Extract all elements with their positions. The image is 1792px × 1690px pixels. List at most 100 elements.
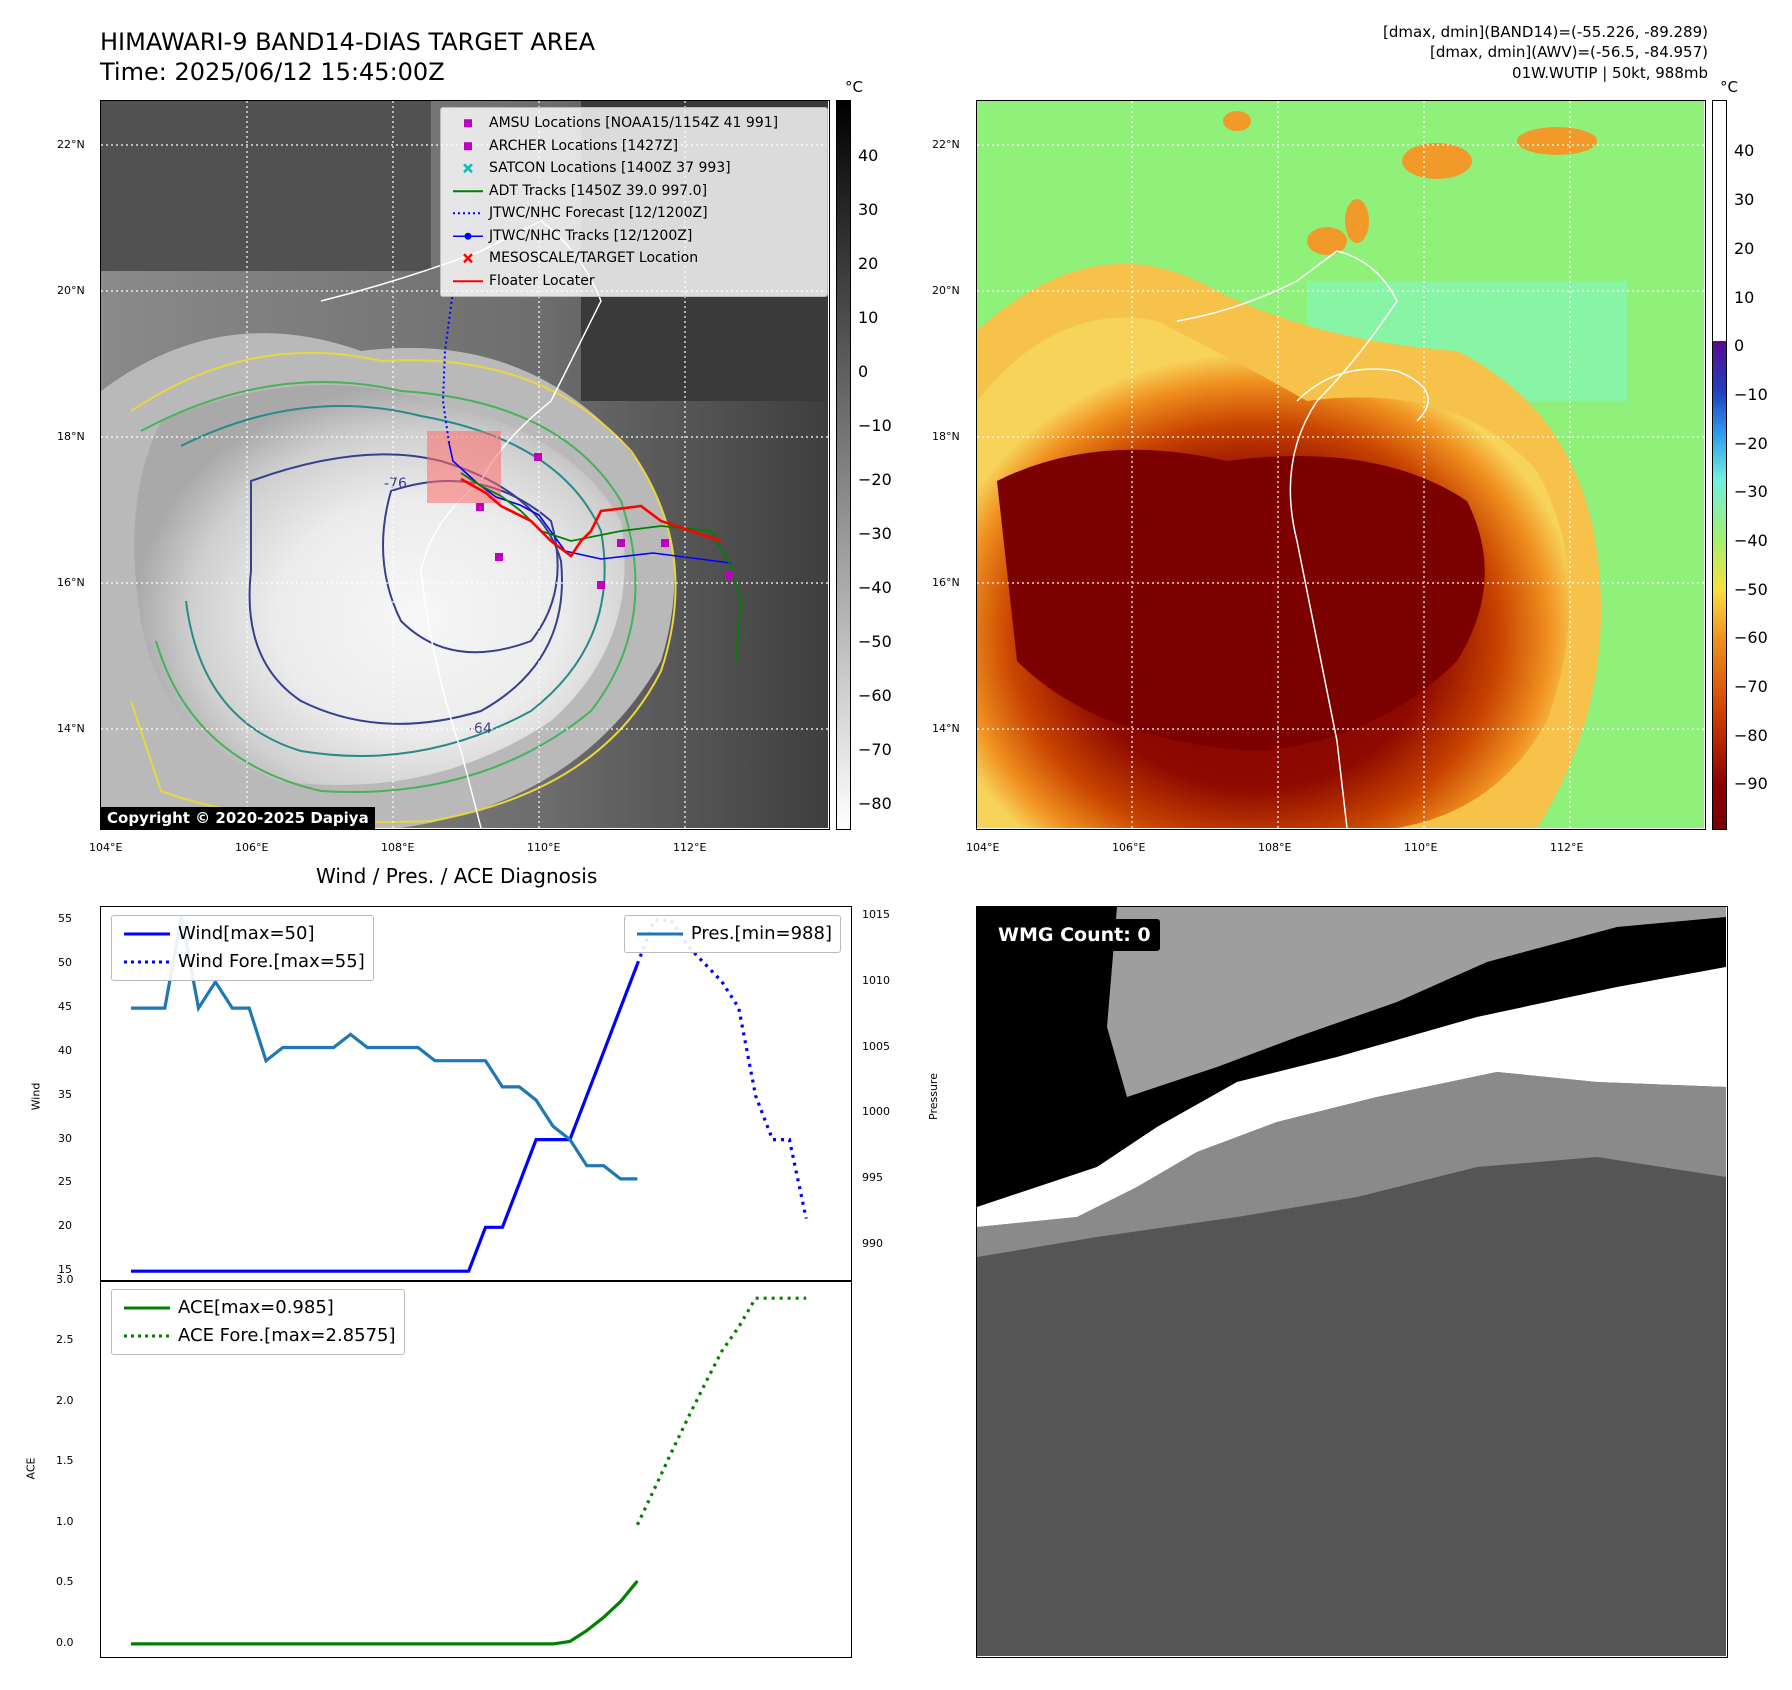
colorbar-left — [836, 100, 851, 830]
wind-y-tick: 15 — [58, 1263, 72, 1277]
lon-label: 108°E — [1258, 841, 1292, 854]
ace-plot — [131, 1296, 807, 1646]
lon-label: 106°E — [235, 841, 269, 854]
pressure-y-tick: 1000 — [862, 1105, 890, 1119]
colorbar-left-tick: −50 — [858, 632, 892, 651]
wind-y-tick: 35 — [58, 1087, 72, 1101]
lat-label: 16°N — [57, 576, 85, 589]
ace-y-tick: 0.5 — [56, 1575, 74, 1589]
colorbar-left-tick: 30 — [858, 200, 879, 219]
colorbar-left-tick: −20 — [858, 470, 892, 489]
lon-label: 110°E — [527, 841, 561, 854]
wind-y-tick: 30 — [58, 1131, 72, 1145]
awv-map-right-image — [977, 101, 1704, 828]
wind-y-tick: 40 — [58, 1043, 72, 1057]
copyright-label: Copyright © 2020-2025 Dapiya — [101, 807, 375, 829]
colorbar-right-tick: −80 — [1734, 726, 1768, 745]
colorbar-right-tick: 20 — [1734, 239, 1755, 258]
ace-y-tick: 3.0 — [56, 1273, 74, 1286]
colorbar-right-tick: 0 — [1734, 336, 1745, 355]
legend-item-target: MESOSCALE/TARGET Location — [449, 247, 819, 270]
series-line-wind — [131, 963, 639, 1273]
pressure-y-tick: 1010 — [862, 973, 890, 987]
lon-label: 112°E — [1550, 841, 1584, 854]
lon-label: 106°E — [1112, 841, 1146, 854]
colorbar-right-tick: −70 — [1734, 677, 1768, 696]
page-timestamp: Time: 2025/06/12 15:45:00Z — [100, 58, 445, 86]
contour-label-64: -64 — [469, 721, 492, 737]
series-line-pressure — [131, 915, 638, 1181]
legend-item-jtwc-forecast: JTWC/NHC Forecast [12/1200Z] — [453, 205, 708, 221]
ace-y-tick: 1.5 — [56, 1454, 74, 1468]
colorbar-left-tick: −60 — [858, 686, 892, 705]
lat-label: 20°N — [932, 284, 960, 297]
legend-item-pressure: Pres.[min=988] — [636, 923, 832, 944]
wind-pressure-chart: Wind[max=50] Wind Fore.[max=55] Pres.[mi… — [100, 906, 852, 1282]
pressure-legend: Pres.[min=988] — [623, 915, 841, 953]
info-storm: 01W.WUTIP | 50kt, 988mb — [1512, 64, 1708, 82]
lon-label: 108°E — [381, 841, 415, 854]
colorbar-right — [1712, 100, 1727, 830]
legend-item-archer: ARCHER Locations [1427Z] — [449, 135, 819, 158]
colorbar-right-tick: −30 — [1734, 482, 1768, 501]
colorbar-left-tick: −80 — [858, 794, 892, 813]
contour-label-76: -76 — [384, 476, 407, 492]
lon-label: 104°E — [89, 841, 123, 854]
jtwc-forecast — [441, 290, 454, 444]
colorbar-right-tick: −50 — [1734, 580, 1768, 599]
colorbar-right-tick: −40 — [1734, 531, 1768, 550]
lat-label: 14°N — [57, 722, 85, 735]
floater-track — [460, 477, 722, 558]
lat-label: 16°N — [932, 576, 960, 589]
lat-label: 22°N — [57, 138, 85, 151]
colorbar-right-tick: 40 — [1734, 141, 1755, 160]
pressure-y-tick: 995 — [862, 1170, 883, 1184]
info-awv: [dmax, dmin](AWV)=(-56.5, -84.957) — [1429, 43, 1708, 61]
wind-y-tick: 50 — [58, 956, 72, 970]
lat-label: 20°N — [57, 284, 85, 297]
ace-chart: ACE[max=0.985] ACE Fore.[max=2.8575] — [100, 1280, 852, 1658]
legend-item-jtwc-tracks: JTWC/NHC Tracks [12/1200Z] — [449, 225, 819, 248]
legend-item-ace: ACE[max=0.985] — [124, 1297, 334, 1318]
lon-label: 110°E — [1404, 841, 1438, 854]
colorbar-left-tick: 0 — [858, 362, 869, 381]
colorbar-left-tick: 10 — [858, 308, 879, 327]
colorbar-left-tick: 40 — [858, 146, 879, 165]
wmg-panel: WMG Count: 0 — [976, 906, 1728, 1658]
wind-axis-label: Wind — [29, 1082, 43, 1111]
lat-label: 22°N — [932, 138, 960, 151]
lat-label: 18°N — [57, 430, 85, 443]
legend-item-wind: Wind[max=50] — [124, 923, 315, 944]
info-band14: [dmax, dmin](BAND14)=(-55.226, -89.289) — [1383, 23, 1708, 41]
legend-item-floater: Floater Locater — [453, 272, 595, 289]
series-line-ace-forecast — [635, 1296, 807, 1526]
colorbar-left-tick: −10 — [858, 416, 892, 435]
ace-axis-label: ACE — [24, 1457, 38, 1480]
colorbar-right-tick: 10 — [1734, 288, 1755, 307]
pressure-axis-label: Pressure — [926, 1073, 940, 1120]
colorbar-right-tick: −90 — [1734, 774, 1768, 793]
pressure-y-tick: 1005 — [862, 1039, 890, 1053]
legend-item-ace-forecast: ACE Fore.[max=2.8575] — [124, 1325, 396, 1346]
legend-item-adt: ADT Tracks [1450Z 39.0 997.0] — [453, 182, 708, 199]
legend-item-wind-forecast: Wind Fore.[max=55] — [124, 951, 365, 972]
chart-title: Wind / Pres. / ACE Diagnosis — [316, 864, 598, 888]
page-title: HIMAWARI-9 BAND14-DIAS TARGET AREA — [100, 28, 596, 56]
ace-y-tick: 0.0 — [56, 1635, 74, 1649]
wmg-count-label: WMG Count: 0 — [989, 919, 1160, 951]
legend-item-amsu: AMSU Locations [NOAA15/1154Z 41 991] — [449, 112, 819, 135]
wind-y-tick: 20 — [58, 1219, 72, 1233]
colorbar-left-tick: −70 — [858, 740, 892, 759]
map-legend: AMSU Locations [NOAA15/1154Z 41 991] ARC… — [440, 107, 828, 297]
colorbar-right-tick: −10 — [1734, 385, 1768, 404]
colorbar-right-tick: 30 — [1734, 190, 1755, 209]
colorbar-right-tick: −20 — [1734, 434, 1768, 453]
colorbar-right-tick: −60 — [1734, 628, 1768, 647]
pressure-y-tick: 990 — [862, 1236, 883, 1250]
ace-y-tick: 1.0 — [56, 1514, 74, 1528]
lon-label: 112°E — [673, 841, 707, 854]
ir-map-left: -76 -64 AMSU Locations [NOAA15/1154Z 41 … — [100, 100, 830, 830]
wind-y-tick: 45 — [58, 999, 72, 1013]
wind-y-tick: 55 — [58, 912, 72, 926]
colorbar-left-tick: −40 — [858, 578, 892, 597]
